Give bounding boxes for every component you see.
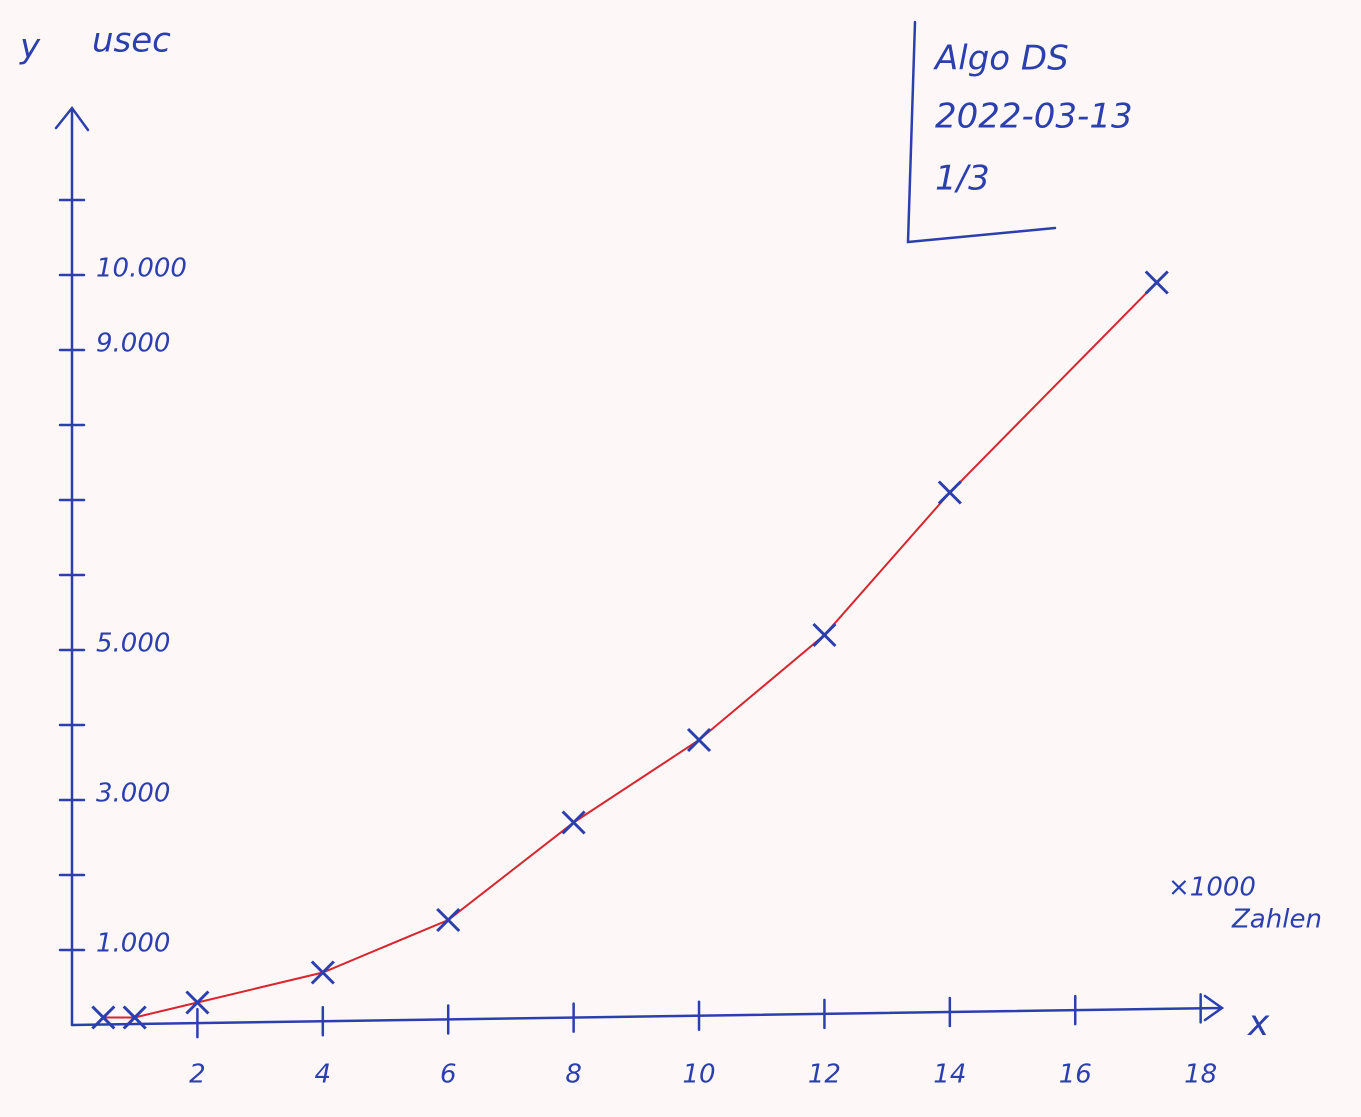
x-tick-label: 4 [315,1060,332,1090]
y-tick-label: 1.000 [96,929,170,959]
x-tick-label: 18 [1184,1060,1217,1090]
point-marker [312,962,334,984]
y-axis [56,108,88,1025]
x-tick-label: 12 [808,1060,841,1090]
y-tick-label: 3.000 [96,779,170,809]
point-marker [563,812,585,834]
chart: y usec x ×1000 Zahlen Algo DS 2022-03-13… [0,0,1361,1117]
y-tick-label: 10.000 [96,254,187,284]
x-unit: Zahlen [1231,905,1322,935]
y-unit: usec [92,21,171,61]
y-tick-label: 9.000 [96,329,170,359]
point-marker [939,482,961,504]
x-tick-label: 6 [440,1060,457,1090]
x-unit: ×1000 [1168,873,1256,903]
x-label: x [1247,1003,1270,1044]
note: 2022-03-13 [935,97,1133,137]
x-tick-label: 16 [1059,1060,1092,1090]
x-tick-label: 2 [189,1060,206,1090]
y-label: y [19,27,41,67]
x-axis [72,996,1222,1025]
note: Algo DS [933,39,1069,79]
x-tick-label: 14 [933,1060,966,1090]
point-marker [813,624,835,646]
x-tick-label: 10 [682,1060,715,1090]
note: 1/3 [935,159,990,199]
y-tick-label: 5.000 [96,629,170,659]
x-tick-label: 8 [565,1060,582,1090]
point-marker [437,909,459,931]
line [103,283,1156,1018]
point-marker [1146,272,1168,294]
point-marker [688,729,710,751]
